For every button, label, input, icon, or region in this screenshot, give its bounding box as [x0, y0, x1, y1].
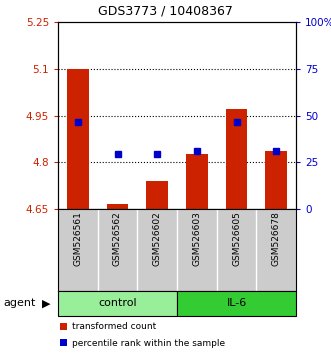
Text: GSM526602: GSM526602 [153, 211, 162, 266]
Text: ▶: ▶ [41, 298, 50, 308]
Bar [177, 291, 296, 316]
Text: transformed count: transformed count [72, 322, 156, 331]
Bar [67, 69, 89, 209]
Bar [60, 322, 67, 330]
Text: percentile rank within the sample: percentile rank within the sample [72, 339, 225, 348]
Text: GSM526603: GSM526603 [192, 211, 201, 266]
Text: GSM526605: GSM526605 [232, 211, 241, 266]
Text: GSM526561: GSM526561 [73, 211, 82, 266]
Bar [226, 109, 247, 209]
Text: IL-6: IL-6 [226, 298, 247, 308]
Text: GSM526562: GSM526562 [113, 211, 122, 266]
Text: control: control [98, 298, 137, 308]
Bar [265, 152, 287, 209]
Text: agent: agent [3, 298, 36, 308]
Bar [186, 154, 208, 209]
Bar [58, 291, 177, 316]
Bar [146, 181, 168, 209]
Bar [107, 204, 128, 209]
Bar [60, 339, 67, 346]
Text: GDS3773 / 10408367: GDS3773 / 10408367 [98, 5, 233, 18]
Text: GSM526678: GSM526678 [272, 211, 281, 266]
